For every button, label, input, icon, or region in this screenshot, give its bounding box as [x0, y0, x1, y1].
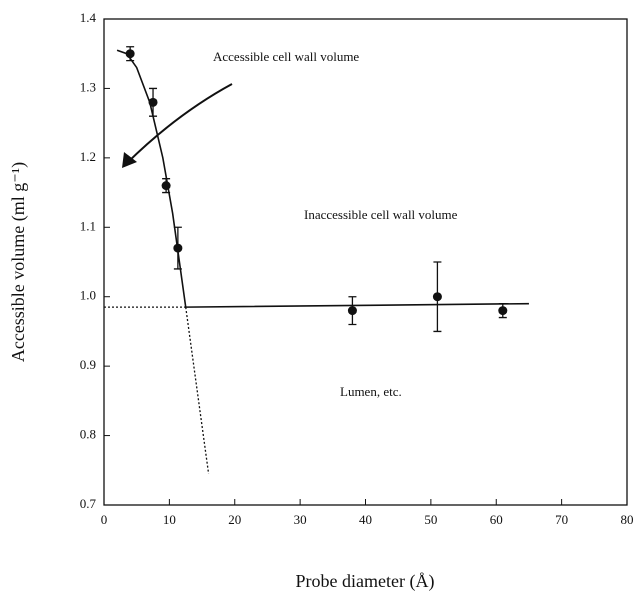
x-tick-label: 40 [359, 512, 372, 527]
y-tick-label: 1.1 [80, 218, 96, 233]
x-tick-label: 50 [424, 512, 437, 527]
y-tick-label: 0.7 [80, 496, 97, 511]
annotation: Lumen, etc. [340, 384, 402, 399]
y-tick-label: 1.3 [80, 79, 96, 94]
data-point [161, 181, 171, 191]
fit-line [116, 49, 529, 308]
data-point [432, 292, 442, 302]
arrow-head [122, 152, 137, 168]
y-tick-label: 0.8 [80, 427, 96, 442]
x-tick-label: 60 [490, 512, 503, 527]
fit-line [185, 307, 210, 474]
x-axis-label: Probe diameter (Å) [296, 571, 435, 592]
x-tick-label: 80 [621, 512, 634, 527]
annotation: Accessible cell wall volume [213, 49, 359, 64]
y-axis-label: Accessible volume (ml g⁻¹) [8, 162, 29, 362]
y-tick-label: 0.9 [80, 357, 96, 372]
y-tick-label: 1.0 [80, 288, 96, 303]
y-tick-label: 1.4 [80, 10, 97, 25]
x-tick-label: 0 [101, 512, 108, 527]
plot-frame [103, 18, 628, 506]
annotation: Inaccessible cell wall volume [304, 207, 458, 222]
x-tick-label: 30 [294, 512, 307, 527]
x-tick-label: 70 [555, 512, 568, 527]
data-point [498, 306, 508, 316]
x-tick-label: 20 [228, 512, 241, 527]
y-tick-label: 1.2 [80, 149, 96, 164]
arrow [123, 83, 233, 167]
x-tick-label: 10 [163, 512, 176, 527]
data-point [347, 306, 357, 316]
